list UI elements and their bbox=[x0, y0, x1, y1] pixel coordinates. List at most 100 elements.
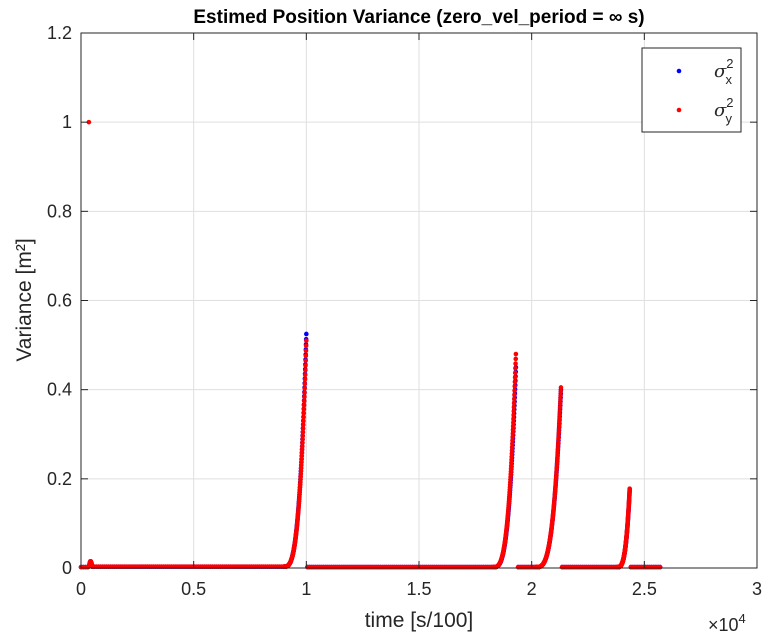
legend-box bbox=[641, 47, 742, 133]
y-tick-label: 0.2 bbox=[47, 469, 72, 489]
y-axis-label: Variance [m²] bbox=[13, 238, 36, 361]
data-point bbox=[86, 119, 92, 125]
data-point bbox=[558, 389, 564, 394]
data-point bbox=[556, 423, 562, 428]
legend-sup-sigma-x: 2 bbox=[726, 56, 733, 71]
data-point bbox=[511, 416, 516, 422]
x-tick-label: 3 bbox=[752, 579, 762, 599]
legend-marker-sigma-y bbox=[676, 107, 682, 113]
data-point bbox=[301, 403, 307, 408]
data-point bbox=[558, 397, 563, 402]
data-point bbox=[557, 419, 562, 425]
legend-sub-sigma-y: y bbox=[726, 111, 733, 126]
data-point bbox=[303, 367, 308, 373]
data-point bbox=[557, 408, 563, 414]
data-point bbox=[510, 427, 516, 433]
data-point bbox=[299, 450, 305, 456]
data-point bbox=[512, 388, 517, 393]
data-point bbox=[627, 486, 632, 491]
tick-marks bbox=[80, 32, 758, 569]
x-tick-labels: 0 0.5 1 1.5 2 2.5 3 bbox=[76, 579, 762, 599]
data-point bbox=[512, 379, 518, 385]
data-point bbox=[300, 422, 306, 428]
legend-entry-sigma-x: σ2 x bbox=[714, 56, 734, 87]
data-point bbox=[657, 564, 663, 570]
data-point bbox=[510, 434, 515, 440]
data-point bbox=[512, 370, 518, 376]
legend-marker-sigma-x bbox=[676, 68, 682, 74]
data-point bbox=[511, 400, 517, 406]
data-point bbox=[513, 356, 519, 362]
y-tick-label: 0 bbox=[62, 558, 72, 578]
x-axis-label: time [s/100] bbox=[365, 609, 474, 632]
data-point bbox=[302, 386, 308, 391]
x-tick-label: 1 bbox=[301, 579, 311, 599]
data-point bbox=[510, 423, 516, 429]
data-point bbox=[300, 440, 305, 446]
data-point bbox=[303, 343, 309, 349]
data-point bbox=[303, 358, 308, 363]
data-point bbox=[299, 447, 305, 452]
y-tick-label: 1.2 bbox=[47, 23, 72, 43]
legend-sup-sigma-y: 2 bbox=[726, 95, 733, 110]
data-point bbox=[558, 385, 564, 390]
data-point bbox=[558, 393, 563, 398]
data-point bbox=[304, 338, 309, 343]
data-point bbox=[300, 437, 305, 442]
x-tick-label: 2 bbox=[527, 579, 537, 599]
data-point bbox=[301, 398, 307, 404]
data-point bbox=[556, 433, 561, 438]
data-point bbox=[557, 415, 562, 421]
data-point bbox=[511, 408, 517, 414]
data-point bbox=[301, 411, 307, 416]
data-point bbox=[300, 426, 306, 431]
data-point bbox=[557, 401, 563, 406]
legend: σ2 x σ2 y bbox=[641, 47, 742, 133]
data-point bbox=[302, 394, 307, 400]
data-point bbox=[556, 429, 562, 435]
data-point bbox=[300, 433, 306, 439]
data-point bbox=[509, 444, 515, 450]
y-tick-labels: 0 0.2 0.4 0.6 0.8 1 1.2 bbox=[47, 23, 72, 578]
data-point bbox=[509, 448, 515, 453]
y-tick-label: 1 bbox=[62, 112, 72, 132]
data-point bbox=[303, 348, 309, 354]
data-point bbox=[300, 429, 306, 435]
data-point bbox=[513, 361, 518, 366]
data-point bbox=[303, 353, 309, 359]
data-point bbox=[303, 363, 308, 368]
x-tick-label: 0.5 bbox=[181, 579, 206, 599]
x-tick-label: 1.5 bbox=[406, 579, 431, 599]
data-point bbox=[557, 412, 563, 417]
legend-sub-sigma-x: x bbox=[726, 72, 733, 87]
data-point bbox=[557, 404, 563, 410]
data-point bbox=[301, 414, 306, 420]
x-tick-label: 0 bbox=[76, 579, 86, 599]
data-point bbox=[512, 375, 518, 380]
chart-title: Estimed Position Variance (zero_vel_peri… bbox=[193, 7, 644, 28]
data-point bbox=[300, 443, 305, 449]
data-point bbox=[513, 365, 518, 371]
data-point bbox=[510, 431, 516, 436]
x-exponent-power: 4 bbox=[739, 611, 746, 626]
data-point bbox=[304, 331, 309, 337]
data-point bbox=[510, 441, 515, 447]
data-point bbox=[512, 383, 518, 389]
legend-entry-sigma-y: σ2 y bbox=[714, 95, 734, 126]
data-point bbox=[513, 351, 519, 357]
data-point bbox=[302, 390, 307, 396]
y-tick-label: 0.6 bbox=[47, 291, 72, 311]
data-point bbox=[556, 436, 561, 442]
x-tick-label: 2.5 bbox=[632, 579, 657, 599]
data-point bbox=[511, 396, 517, 402]
data-point bbox=[556, 426, 562, 432]
data-point bbox=[511, 412, 516, 418]
data-point bbox=[302, 377, 308, 382]
y-tick-label: 0.4 bbox=[47, 380, 72, 400]
data-point bbox=[510, 438, 515, 443]
data-point bbox=[512, 392, 517, 398]
y-tick-label: 0.8 bbox=[47, 201, 72, 221]
data-point bbox=[302, 372, 308, 378]
data-point bbox=[511, 404, 517, 410]
